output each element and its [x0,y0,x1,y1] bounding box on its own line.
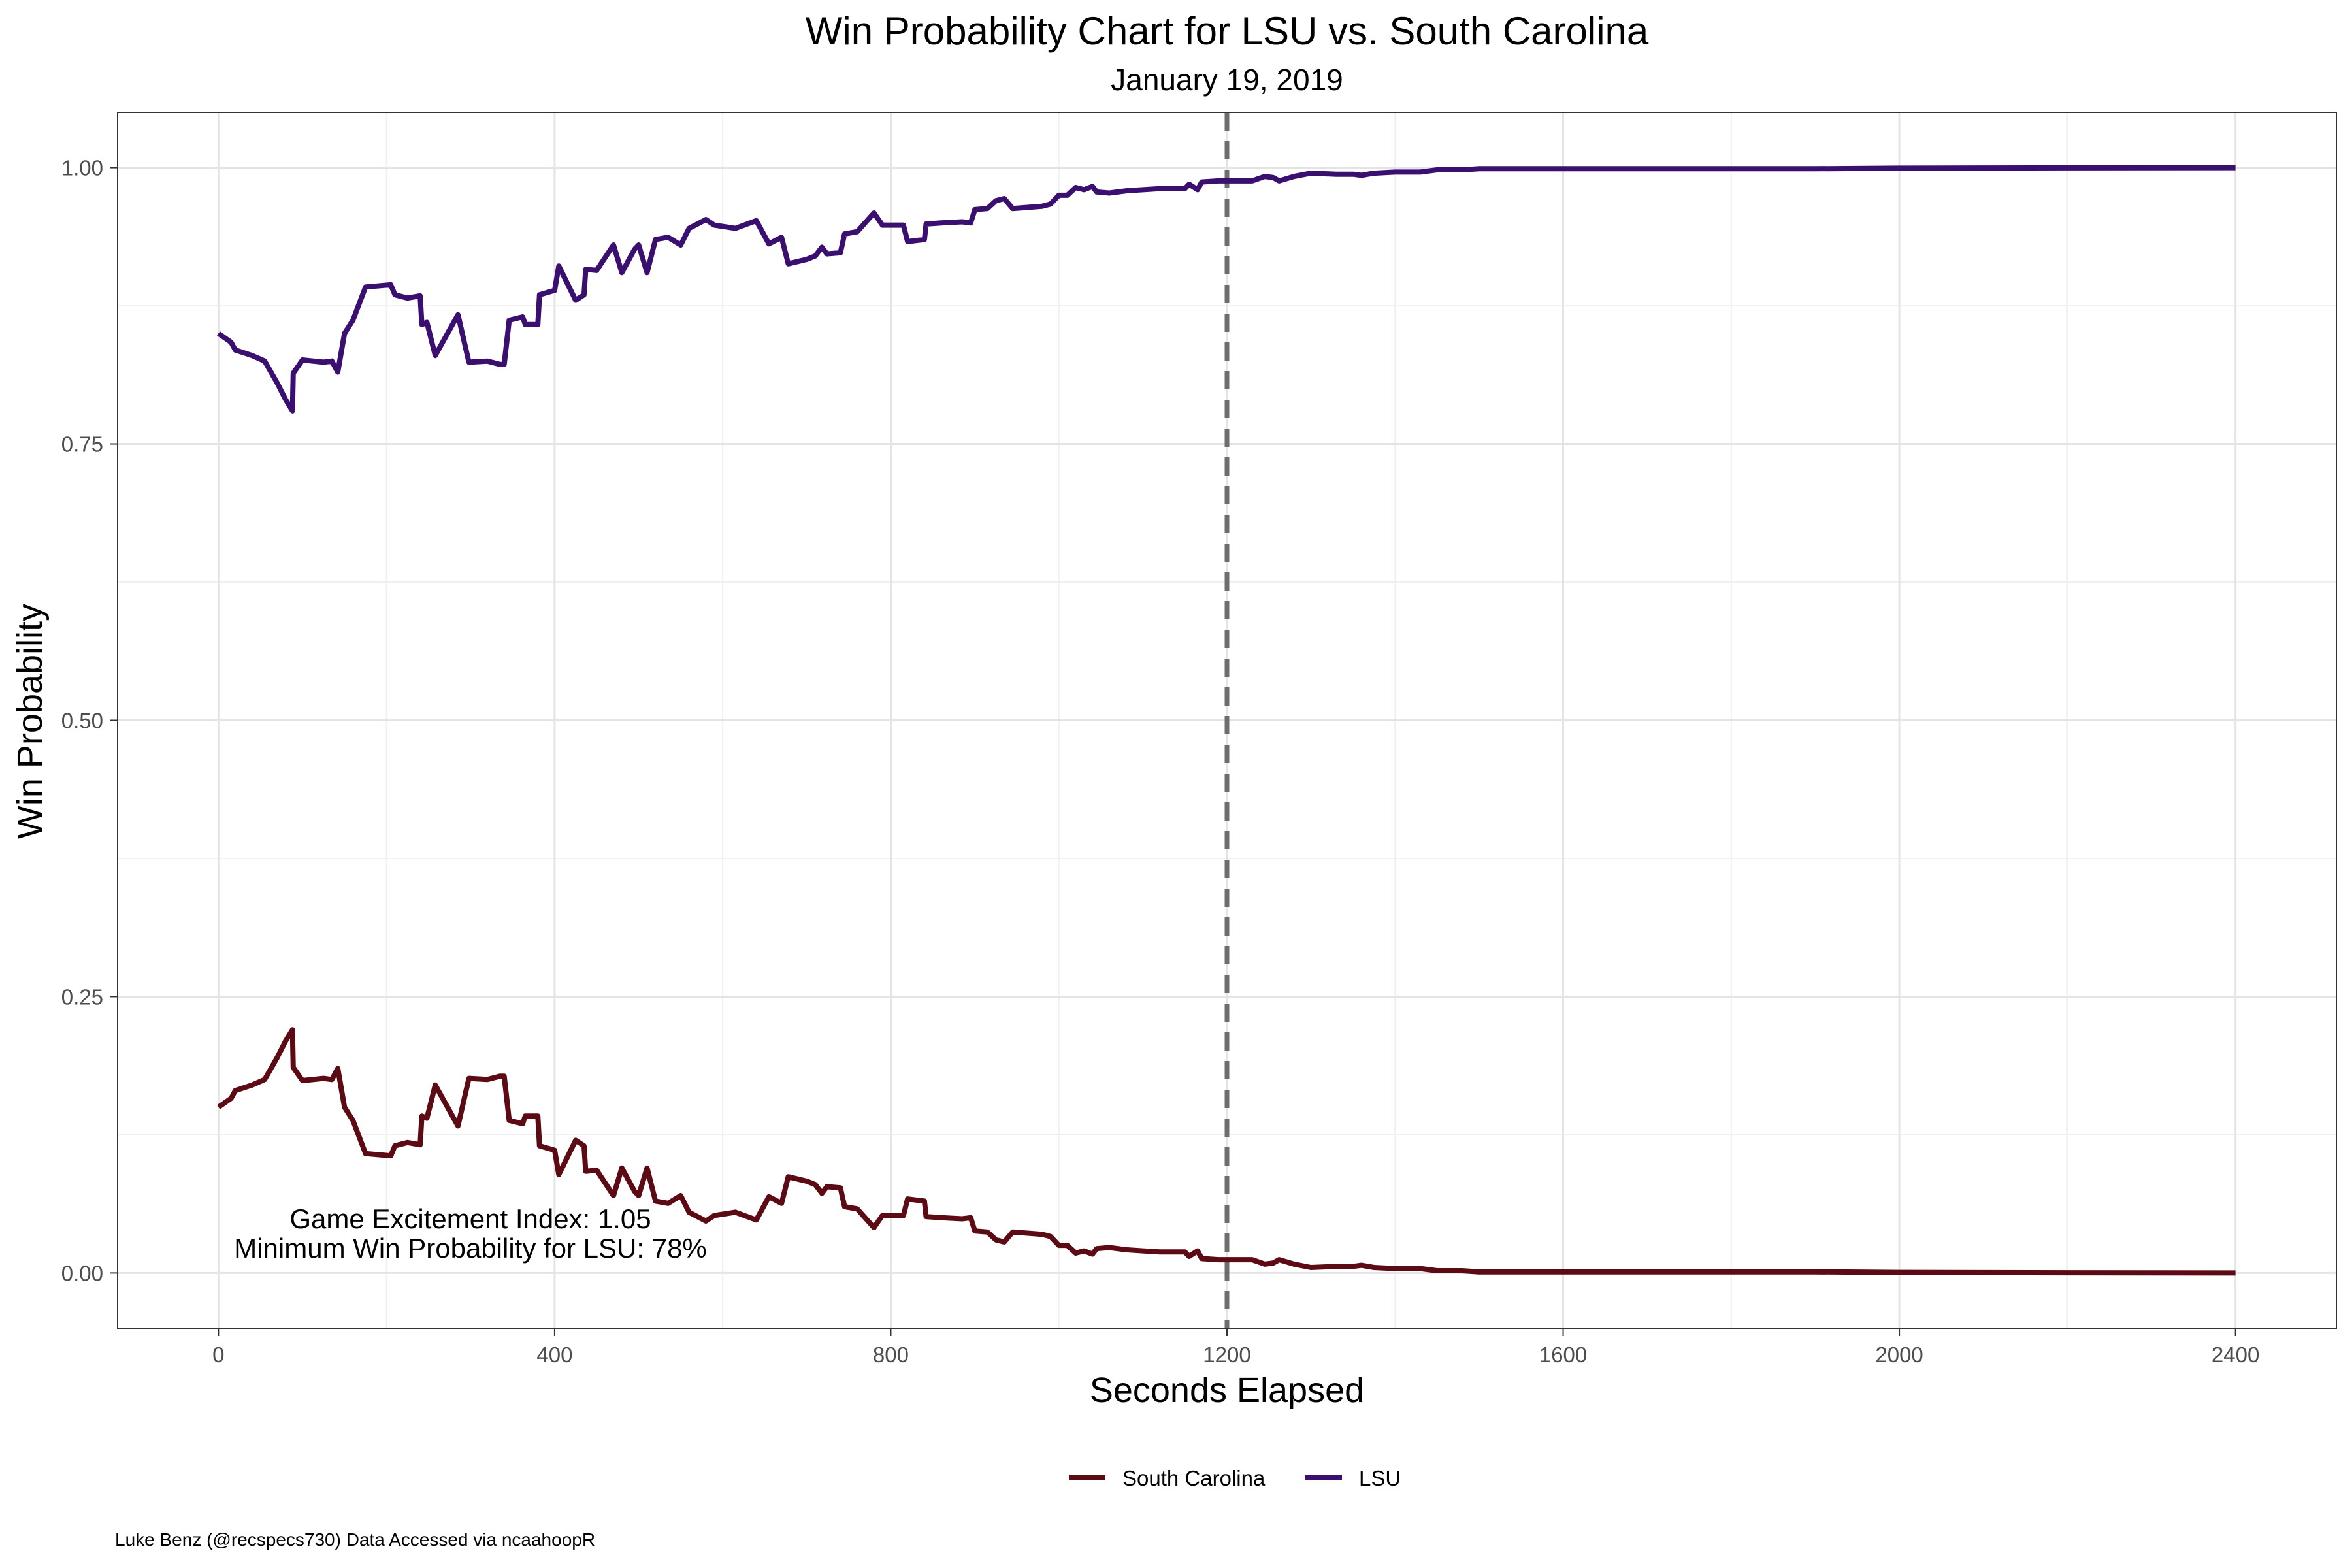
legend: South Carolina LSU [1069,1466,1401,1490]
y-tick-label: 0.00 [61,1261,103,1285]
y-axis-ticks: 0.00 0.25 0.50 0.75 1.00 [61,156,118,1285]
min-win-prob-annotation: Minimum Win Probability for LSU: 78% [234,1233,707,1264]
x-axis-title: Seconds Elapsed [1090,1371,1364,1410]
x-tick-label: 1200 [1203,1343,1250,1367]
y-tick-label: 0.25 [61,985,103,1009]
y-tick-label: 1.00 [61,156,103,180]
y-tick-label: 0.75 [61,433,103,457]
caption: Luke Benz (@recspecs730) Data Accessed v… [115,1529,595,1550]
series-layer [217,165,2236,1276]
x-tick-label: 2400 [2212,1343,2259,1367]
x-tick-label: 800 [873,1343,909,1367]
chart-title: Win Probability Chart for LSU vs. South … [806,9,1649,53]
excitement-index-annotation: Game Excitement Index: 1.05 [289,1203,651,1234]
x-tick-label: 2000 [1875,1343,1923,1367]
legend-label-south-carolina: South Carolina [1122,1466,1266,1490]
x-tick-label: 400 [536,1343,572,1367]
x-tick-label: 0 [212,1343,224,1367]
chart-subtitle: January 19, 2019 [1111,63,1343,97]
legend-label-lsu: LSU [1359,1466,1401,1490]
series-line-south-carolina [217,1027,2236,1276]
x-axis-ticks: 0 400 800 1200 1600 2000 2400 [212,1328,2259,1367]
y-tick-label: 0.50 [61,709,103,733]
y-axis-title: Win Probability [10,604,50,839]
x-tick-label: 1600 [1539,1343,1587,1367]
series-line-lsu [217,165,2236,414]
